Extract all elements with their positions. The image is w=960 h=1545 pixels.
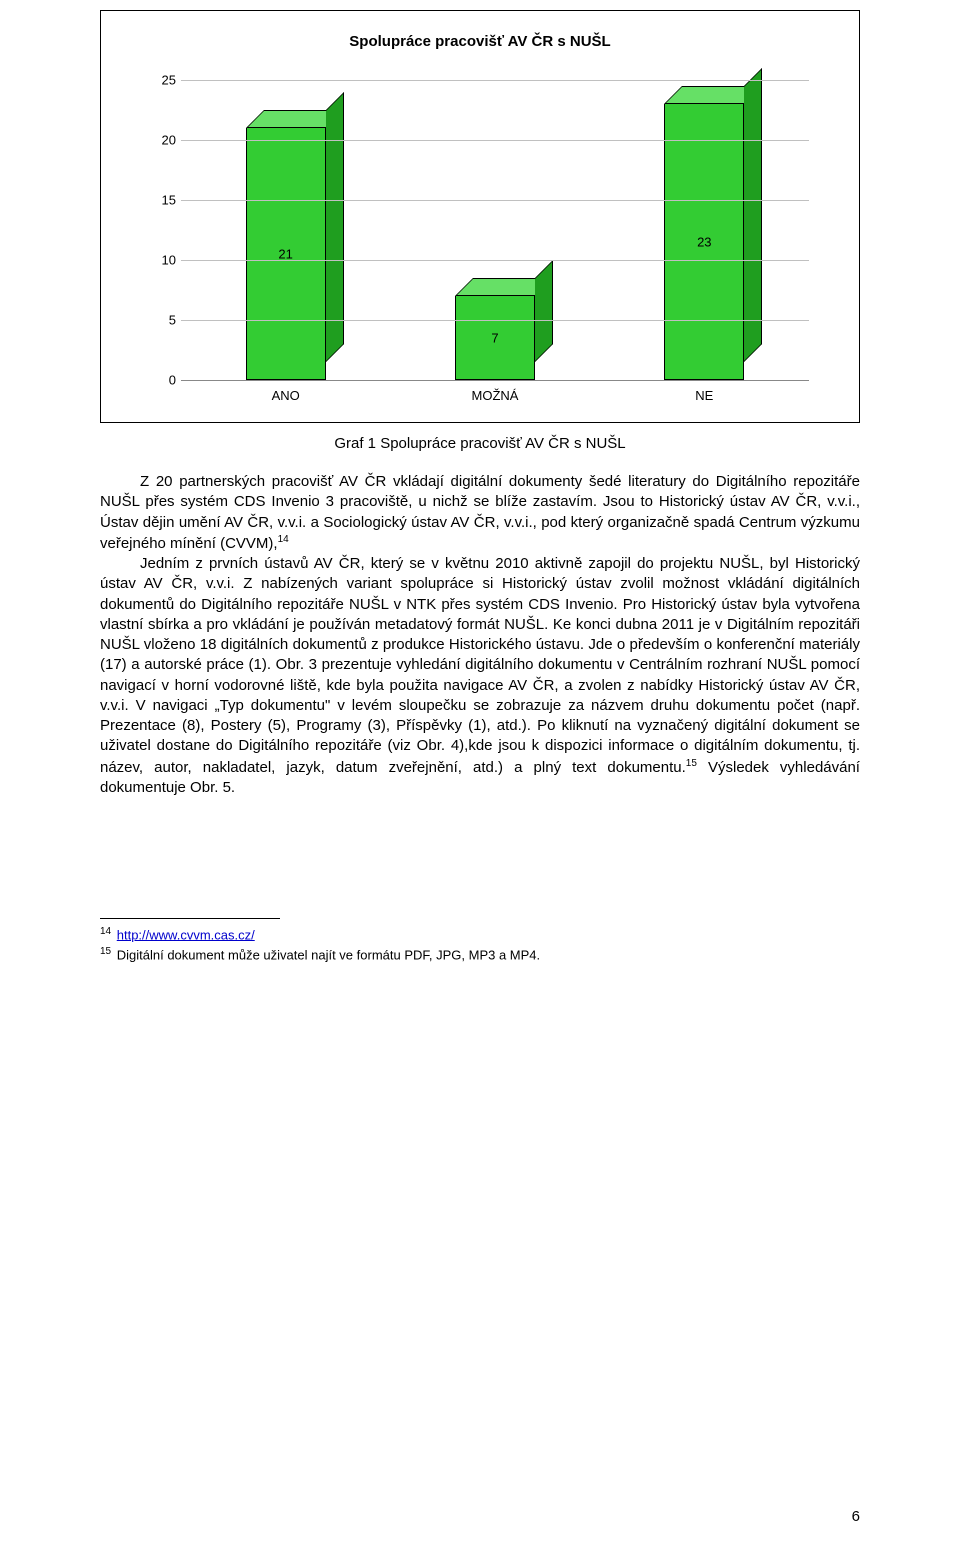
chart-x-labels: ANOMOŽNÁNE: [181, 382, 809, 410]
chart-bar-side: [326, 92, 344, 362]
chart-bar: 7: [455, 296, 535, 380]
chart-caption: Graf 1 Spolupráce pracovišť AV ČR s NUŠL: [100, 435, 860, 452]
chart-gridline: [181, 80, 809, 81]
footnotes-separator: [100, 918, 280, 919]
footnote-ref-14: 14: [278, 534, 289, 545]
chart-gridline: [181, 140, 809, 141]
chart-gridline: [181, 200, 809, 201]
body-text: Z 20 partnerských pracovišť AV ČR vkláda…: [100, 472, 860, 798]
chart-bar-front: [455, 296, 535, 380]
footnote-14: 14 http://www.cvvm.cas.cz/: [100, 925, 860, 945]
chart-bars: 21 7 23: [181, 80, 809, 380]
footnote-14-link[interactable]: http://www.cvvm.cas.cz/: [117, 927, 255, 942]
chart-bar-side: [535, 260, 553, 362]
chart-bar-slot: 23: [600, 80, 809, 380]
chart-y-tick: 20: [146, 133, 176, 148]
chart-bar-slot: 7: [390, 80, 599, 380]
chart-bar-front: [664, 104, 744, 380]
chart-plot: 21723 0510152025: [181, 80, 809, 381]
chart-bar: 23: [664, 104, 744, 380]
footnote-ref-15: 15: [686, 758, 697, 769]
footnote-15: 15 Digitální dokument může uživatel nají…: [100, 945, 860, 965]
chart-bar-front: [246, 128, 326, 380]
chart-y-tick: 10: [146, 253, 176, 268]
chart-bar-side: [744, 68, 762, 362]
chart-gridline: [181, 260, 809, 261]
footnote-14-num: 14: [100, 926, 111, 937]
chart-bar-slot: 21: [181, 80, 390, 380]
chart-y-tick: 0: [146, 373, 176, 388]
chart-x-label: ANO: [181, 382, 390, 410]
chart-frame: Spolupráce pracovišť AV ČR s NUŠL 21723 …: [100, 10, 860, 423]
chart-bar: 21: [246, 128, 326, 380]
body-para-1: Z 20 partnerských pracovišť AV ČR vkláda…: [100, 473, 860, 552]
chart-y-tick: 15: [146, 193, 176, 208]
page-number: 6: [852, 1508, 860, 1525]
chart-title: Spolupráce pracovišť AV ČR s NUŠL: [121, 33, 839, 50]
chart-gridline: [181, 320, 809, 321]
footnote-15-text: Digitální dokument může uživatel najít v…: [117, 947, 540, 962]
chart-area: 21723 0510152025 ANOMOŽNÁNE: [141, 80, 819, 410]
chart-y-tick: 5: [146, 313, 176, 328]
body-para-2: Jedním z prvních ústavů AV ČR, který se …: [100, 555, 860, 776]
footnote-15-num: 15: [100, 946, 111, 957]
chart-y-tick: 25: [146, 73, 176, 88]
chart-x-label: MOŽNÁ: [390, 382, 599, 410]
page: Spolupráce pracovišť AV ČR s NUŠL 21723 …: [0, 0, 960, 1545]
chart-x-label: NE: [600, 382, 809, 410]
